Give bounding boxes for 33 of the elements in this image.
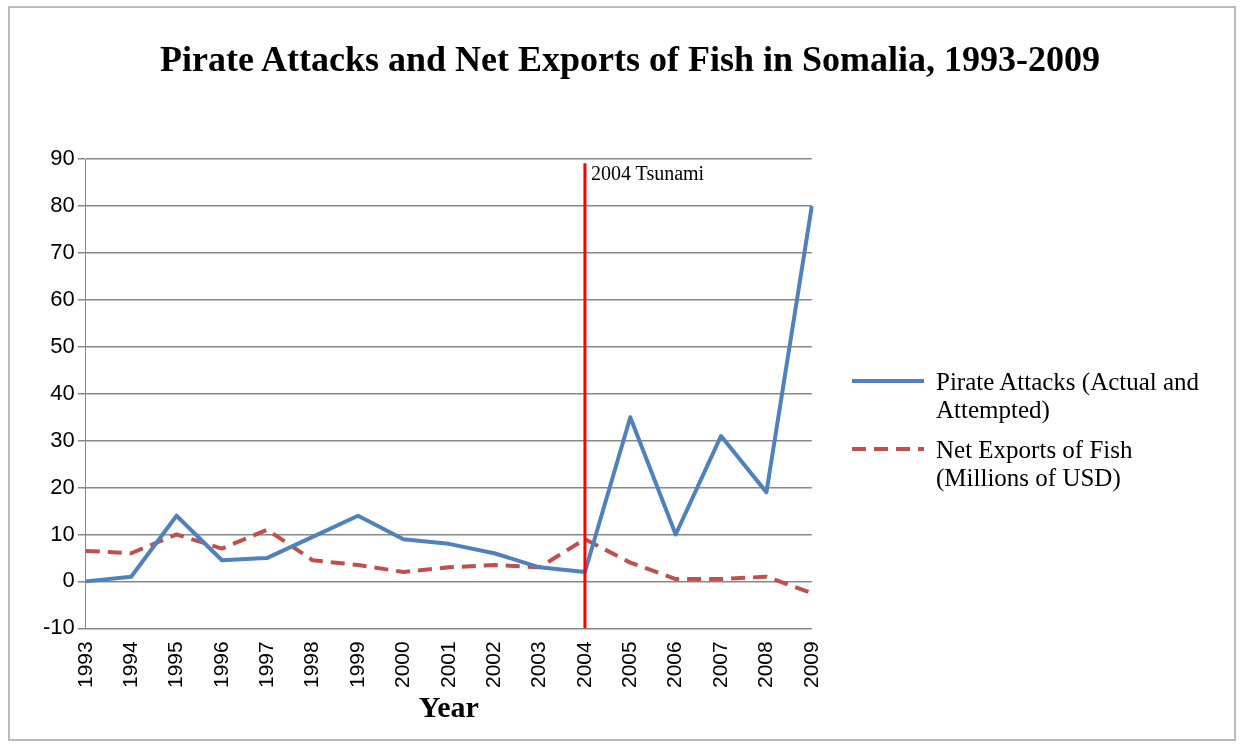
x-tick-label: 2008 [753,641,777,688]
x-tick-label: 2009 [798,641,822,688]
ref-line-label: 2004 Tsunami [590,162,705,185]
y-tick-label: 20 [50,473,75,499]
x-tick-label: 2003 [526,641,550,688]
x-tick-label: 2007 [707,641,731,688]
x-tick-label: 2002 [480,641,504,688]
x-tick-label: 2001 [435,641,459,688]
x-tick-label: 1997 [254,641,278,688]
x-tick-label: 2000 [390,641,414,688]
y-tick-label: 70 [50,239,75,265]
y-tick-label: 80 [50,192,75,218]
x-tick-label: 2005 [617,641,641,688]
y-tick-label: 0 [62,567,75,593]
y-tick-label: 40 [50,379,75,405]
chart-title: Pirate Attacks and Net Exports of Fish in Somalia, 1993-2009 [159,38,1101,81]
x-tick-label: 1998 [299,641,323,688]
legend-label: Net Exports of Fish (Millions of USD) [936,436,1134,492]
y-tick-label: 90 [50,145,75,171]
y-tick-label: 30 [50,426,75,452]
x-tick-label: 2004 [571,640,595,688]
y-tick-label: 50 [50,332,75,358]
x-tick-label: 1993 [72,641,96,688]
x-tick-label: 1996 [208,641,232,688]
x-tick-label: 2006 [662,641,686,688]
y-tick-label: -10 [43,614,75,640]
legend-label: Pirate Attacks (Actual and Attempted) [936,368,1201,424]
y-tick-label: 10 [50,520,75,546]
x-axis-title: Year [418,689,479,723]
y-tick-label: 60 [50,285,75,311]
x-tick-label: 1994 [117,640,141,688]
x-tick-label: 1999 [344,641,368,688]
x-tick-label: 1995 [163,641,187,688]
